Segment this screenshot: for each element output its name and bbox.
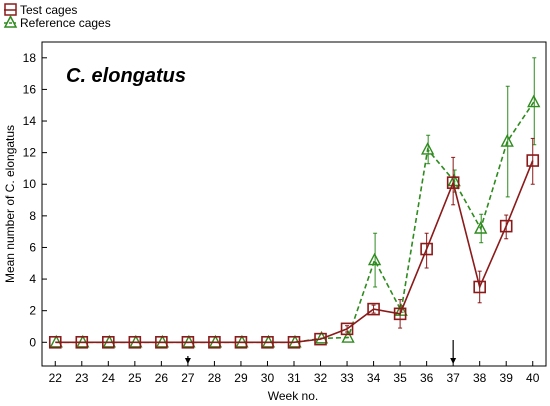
data-point — [287, 335, 301, 349]
x-tick-label: 23 — [75, 371, 89, 385]
data-point — [261, 335, 274, 349]
event-arrow-head — [184, 358, 191, 364]
data-point — [473, 280, 486, 294]
data-point — [367, 252, 382, 266]
x-axis-label: Week no. — [268, 389, 318, 403]
series-line — [56, 101, 535, 344]
legend-label-test-cages: Test cages — [20, 3, 77, 17]
data-point — [393, 307, 407, 321]
y-tick-label: 0 — [29, 335, 36, 349]
y-tick-label: 12 — [23, 146, 37, 160]
x-tick-label: 27 — [181, 371, 195, 385]
data-point — [48, 335, 62, 349]
x-tick-label: 34 — [367, 371, 381, 385]
data-point — [234, 335, 248, 349]
series-line — [55, 160, 534, 344]
y-tick-label: 8 — [29, 209, 36, 223]
data-point — [394, 303, 408, 316]
data-point — [420, 141, 435, 155]
x-tick-label: 35 — [393, 371, 407, 385]
x-tick-label: 28 — [208, 371, 222, 385]
data-point — [527, 94, 541, 108]
y-tick-label: 4 — [29, 272, 36, 286]
data-point — [155, 335, 168, 349]
x-tick-label: 37 — [446, 371, 460, 385]
plot-frame — [41, 41, 547, 367]
data-point — [181, 335, 195, 349]
x-tick-label: 29 — [234, 371, 248, 385]
data-point — [500, 134, 514, 147]
legend-marker-reference-cages — [3, 14, 18, 28]
data-point — [526, 154, 540, 167]
x-tick-label: 26 — [155, 371, 169, 385]
y-tick-label: 2 — [29, 304, 36, 318]
series-reference-cages — [49, 57, 541, 348]
data-point — [128, 335, 142, 349]
y-axis-label: Mean number of C. elongatus — [3, 125, 17, 283]
y-tick-label: 6 — [29, 240, 36, 254]
x-tick-label: 30 — [261, 371, 275, 385]
data-point — [499, 219, 513, 233]
chart-annotation: C. elongatus — [66, 65, 186, 87]
y-tick-label: 10 — [23, 177, 37, 191]
x-tick-label: 31 — [287, 371, 301, 385]
data-point — [420, 242, 433, 256]
x-tick-label: 25 — [128, 371, 142, 385]
y-tick-label: 16 — [23, 82, 37, 96]
data-point — [314, 332, 327, 346]
data-point — [340, 322, 354, 336]
data-point — [367, 302, 380, 316]
data-point — [102, 335, 115, 349]
y-tick-label: 14 — [23, 114, 37, 128]
x-tick-label: 38 — [473, 371, 487, 385]
data-point — [341, 330, 355, 343]
x-tick-label: 32 — [314, 371, 328, 385]
data-point — [208, 335, 221, 349]
legend: Test cages Reference cages — [3, 3, 111, 30]
legend-item-reference-cages: Reference cages — [3, 14, 111, 30]
legend-label-reference-cages: Reference cages — [20, 16, 111, 30]
event-arrow-head — [450, 358, 457, 364]
x-tick-label: 39 — [500, 371, 514, 385]
y-tick-label: 18 — [23, 51, 37, 65]
x-tick-label: 36 — [420, 371, 434, 385]
x-tick-label: 22 — [49, 371, 63, 385]
x-tick-label: 33 — [340, 371, 354, 385]
x-tick-label: 40 — [526, 371, 540, 385]
legend-item-test-cages: Test cages — [4, 3, 77, 17]
series-test-cages — [48, 137, 540, 349]
x-tick-label: 24 — [102, 371, 116, 385]
data-point — [474, 220, 488, 234]
data-point — [446, 176, 460, 189]
event-markers — [184, 340, 457, 364]
data-point — [75, 335, 89, 349]
plot-series — [48, 57, 541, 349]
